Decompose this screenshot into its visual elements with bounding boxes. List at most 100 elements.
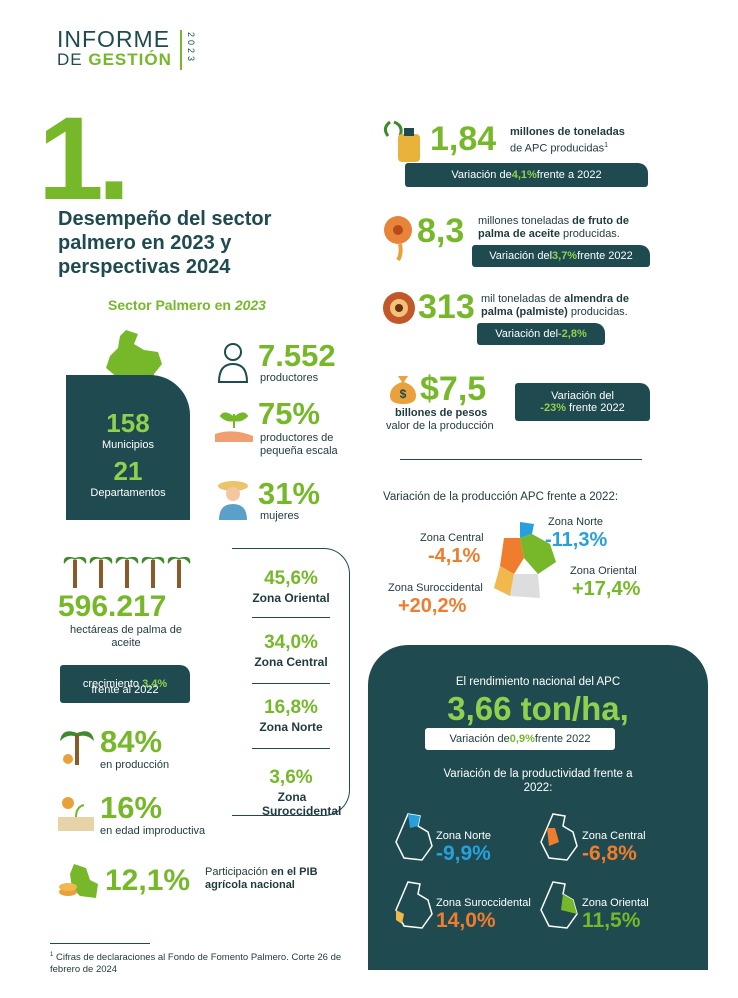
zone-name: Zona Central: [582, 830, 646, 842]
stat-value: 7.552: [258, 338, 336, 373]
text: almendra de palma (palmiste): [481, 293, 629, 318]
text: crecimiento: [82, 678, 143, 690]
woman-icon: [218, 481, 248, 520]
svg-text:$: $: [400, 387, 407, 401]
text: frente a 2022: [536, 169, 602, 181]
zone-value: -4,1%: [428, 545, 481, 567]
palm-icon: [60, 731, 94, 765]
text: Variación de: [451, 169, 512, 181]
stat-label: en producción: [100, 759, 170, 771]
zone-name: Zona Norte: [548, 516, 604, 528]
stat-label: valor de la producción: [386, 420, 494, 432]
zone-map: [540, 813, 578, 861]
rendimiento-value: 3,66 ton/ha,: [447, 690, 629, 727]
zone-name: Zona Norte: [436, 830, 492, 842]
share-value: 34,0%: [264, 632, 318, 653]
zone-map: [395, 881, 433, 929]
zones-share-box: [232, 548, 350, 816]
productividad-title: Variación de la productividad frente a 2…: [443, 768, 633, 794]
section-title: Desempeño del sector palmero en 2023 y p…: [58, 208, 272, 278]
money-bag-icon: $: [390, 376, 416, 404]
text: de APC producidas: [510, 142, 605, 155]
stat-label: billones de pesos: [395, 407, 488, 419]
text: 3,7%: [552, 250, 578, 262]
variation-pill: Variación de 4,1% frente a 2022: [405, 163, 648, 187]
text: Variación de: [449, 733, 510, 745]
stat-value: 75%: [258, 396, 321, 431]
share-name: Zona Oriental: [252, 591, 330, 605]
divider: [180, 30, 182, 70]
footnote-text: Cifras de declaraciones al Fondo de Fome…: [50, 952, 342, 976]
text: en el PIB agrícola nacional: [205, 866, 318, 891]
text: frente 2022: [565, 402, 625, 414]
share-name: Zona Norte: [259, 720, 323, 734]
text: producidas.: [567, 306, 628, 318]
text: frente al 2022: [91, 684, 159, 696]
zone-name: Zona Oriental: [570, 565, 637, 577]
footnote: 1 Cifras de declaraciones al Fondo de Fo…: [50, 949, 345, 976]
stat-label: Municipios: [102, 439, 154, 451]
growth-pill: crecimiento 3,4%: [60, 665, 190, 703]
text: Variación del: [489, 250, 553, 262]
zone-value: +20,2%: [398, 595, 467, 617]
zone-value: -11,3%: [545, 529, 608, 551]
stat-label: millones toneladas de fruto de palma de …: [478, 215, 658, 241]
text: 0,9%: [509, 733, 535, 745]
text: -23%: [540, 402, 566, 414]
zone-value: -6,8%: [582, 842, 637, 865]
stat-label: en edad improductiva: [100, 825, 206, 837]
text: Participación: [205, 866, 272, 878]
stat-label: mil toneladas de almendra de palma (palm…: [481, 293, 661, 319]
colombia-icon: [106, 330, 162, 388]
separator: [252, 617, 330, 618]
stat-value: 8,3: [417, 212, 465, 250]
text: GESTIÓN: [88, 50, 172, 69]
text: Sector Palmero en: [108, 297, 235, 313]
variation-pill: Variación de 0,9% frente 2022: [425, 728, 615, 750]
share-value: 16,8%: [264, 697, 318, 718]
share-value: 3,6%: [269, 767, 313, 788]
separator: [252, 748, 330, 749]
stat-value: $7,5: [420, 370, 487, 408]
text: producidas.: [559, 228, 620, 240]
section-number: 1.: [38, 93, 130, 225]
separator: [252, 683, 330, 684]
footnote-mark: 1: [604, 142, 609, 149]
zone-name: Zona Oriental: [582, 897, 649, 909]
zone-value: -9,9%: [436, 842, 491, 865]
stat-value: 16%: [100, 790, 163, 825]
zone-name: Zona Central: [420, 532, 484, 544]
stat-value: 21: [113, 456, 143, 486]
stat-label: Departamentos: [90, 487, 166, 499]
stat-value: 313: [418, 288, 475, 326]
colombia-zones-map: [494, 522, 556, 598]
stat-label: hectáreas de palma de aceite: [70, 624, 182, 649]
stat-label: de APC producidas1: [510, 139, 608, 156]
zone-value: 14,0%: [436, 909, 496, 932]
share-value: 45,6%: [264, 568, 318, 589]
stat-value: 31%: [258, 476, 321, 511]
stat-label: Participación en el PIB agrícola naciona…: [205, 866, 345, 892]
header-subtitle: DE GESTIÓN: [57, 50, 172, 70]
text: -2,8%: [558, 328, 587, 340]
header-title: INFORME: [57, 26, 171, 52]
rendimiento-title: El rendimiento nacional del APC: [455, 676, 621, 688]
stat-value: 1,84: [430, 120, 497, 158]
zone-name: Zona Suroccidental: [388, 582, 483, 594]
text: mil toneladas de: [481, 293, 565, 305]
text: frente 2022: [577, 250, 633, 262]
footnote-mark: 1: [50, 952, 54, 958]
text: 2023: [234, 297, 266, 313]
farmer-icon: [217, 343, 249, 383]
variation-pill: Variación del -2,8%: [477, 323, 605, 345]
zone-name: Zona Suroccidental: [436, 897, 531, 909]
text: 4,1%: [511, 169, 537, 181]
stat-value: 12,1%: [105, 864, 191, 897]
sector-title: Sector Palmero en 2023: [108, 297, 266, 313]
text: -23% frente 2022: [540, 402, 624, 414]
plant-icon: [215, 412, 253, 442]
map-title: Variación de la producción APC frente a …: [383, 491, 619, 503]
stat-label: productores de pequeña escala: [260, 432, 338, 457]
